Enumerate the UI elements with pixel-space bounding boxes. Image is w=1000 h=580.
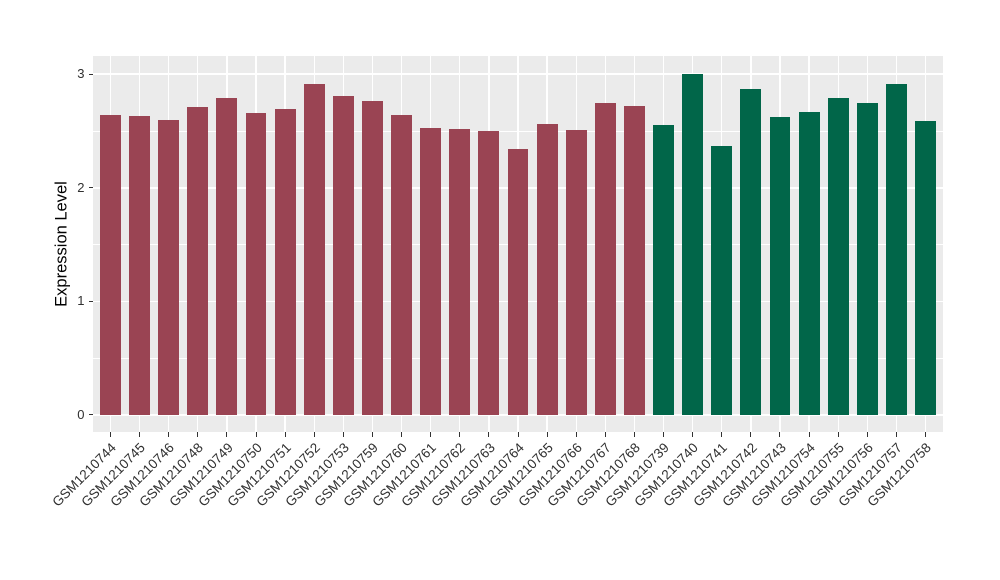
bar-GSM1210756 <box>856 102 878 415</box>
bar-GSM1210758 <box>915 120 936 415</box>
y-tick-2 <box>88 187 93 189</box>
bar-GSM1210751 <box>274 109 296 415</box>
y-axis-title: Expression Level <box>52 181 71 307</box>
x-tick-GSM1210745 <box>139 432 141 437</box>
bar-GSM1210742 <box>740 88 762 415</box>
bar-GSM1210755 <box>827 98 849 415</box>
x-tick-GSM1210744 <box>109 432 111 437</box>
bar-GSM1210745 <box>129 116 151 415</box>
x-tick-GSM1210763 <box>488 432 490 437</box>
y-tick-label-2: 2 <box>77 179 85 195</box>
x-tick-GSM1210758 <box>925 432 927 437</box>
bar-GSM1210766 <box>565 129 587 415</box>
x-tick-GSM1210765 <box>546 432 548 437</box>
bar-GSM1210765 <box>536 124 558 415</box>
bar-GSM1210761 <box>420 127 442 415</box>
x-tick-GSM1210746 <box>168 432 170 437</box>
y-tick-3 <box>88 73 93 75</box>
x-tick-GSM1210742 <box>750 432 752 437</box>
bar-GSM1210762 <box>449 128 471 415</box>
x-tick-GSM1210762 <box>459 432 461 437</box>
x-tick-GSM1210767 <box>604 432 606 437</box>
x-tick-GSM1210760 <box>401 432 403 437</box>
x-tick-GSM1210754 <box>808 432 810 437</box>
bar-GSM1210743 <box>769 117 791 415</box>
bar-GSM1210744 <box>99 115 121 415</box>
x-tick-GSM1210761 <box>430 432 432 437</box>
bar-GSM1210739 <box>653 125 675 415</box>
bar-GSM1210746 <box>158 119 180 415</box>
x-tick-GSM1210755 <box>837 432 839 437</box>
x-tick-GSM1210739 <box>663 432 665 437</box>
y-tick-label-3: 3 <box>77 66 85 82</box>
x-tick-GSM1210757 <box>895 432 897 437</box>
x-tick-GSM1210766 <box>575 432 577 437</box>
x-tick-GSM1210759 <box>371 432 373 437</box>
bar-GSM1210748 <box>187 107 209 415</box>
bar-GSM1210750 <box>245 112 267 415</box>
x-tick-GSM1210741 <box>721 432 723 437</box>
x-tick-GSM1210748 <box>197 432 199 437</box>
bar-GSM1210763 <box>478 130 500 415</box>
y-tick-0 <box>88 414 93 416</box>
x-tick-GSM1210751 <box>284 432 286 437</box>
bar-GSM1210752 <box>303 84 325 415</box>
x-tick-GSM1210749 <box>226 432 228 437</box>
plot-panel <box>93 56 943 432</box>
x-tick-GSM1210743 <box>779 432 781 437</box>
x-tick-GSM1210740 <box>692 432 694 437</box>
bar-GSM1210759 <box>361 101 383 415</box>
bar-GSM1210741 <box>711 145 733 415</box>
bar-GSM1210740 <box>682 74 704 415</box>
x-tick-GSM1210764 <box>517 432 519 437</box>
x-tick-GSM1210768 <box>633 432 635 437</box>
x-tick-GSM1210750 <box>255 432 257 437</box>
x-tick-GSM1210752 <box>313 432 315 437</box>
bar-GSM1210753 <box>332 95 354 415</box>
y-tick-1 <box>88 300 93 302</box>
y-tick-label-0: 0 <box>77 406 85 422</box>
bar-GSM1210768 <box>623 105 645 415</box>
x-tick-GSM1210756 <box>866 432 868 437</box>
bar-GSM1210764 <box>507 149 529 415</box>
y-tick-label-1: 1 <box>77 293 85 309</box>
bar-GSM1210767 <box>594 102 616 415</box>
x-tick-GSM1210753 <box>342 432 344 437</box>
bar-GSM1210754 <box>798 111 820 415</box>
bar-GSM1210749 <box>216 98 238 415</box>
bar-GSM1210760 <box>391 115 413 415</box>
bar-GSM1210757 <box>885 84 907 415</box>
